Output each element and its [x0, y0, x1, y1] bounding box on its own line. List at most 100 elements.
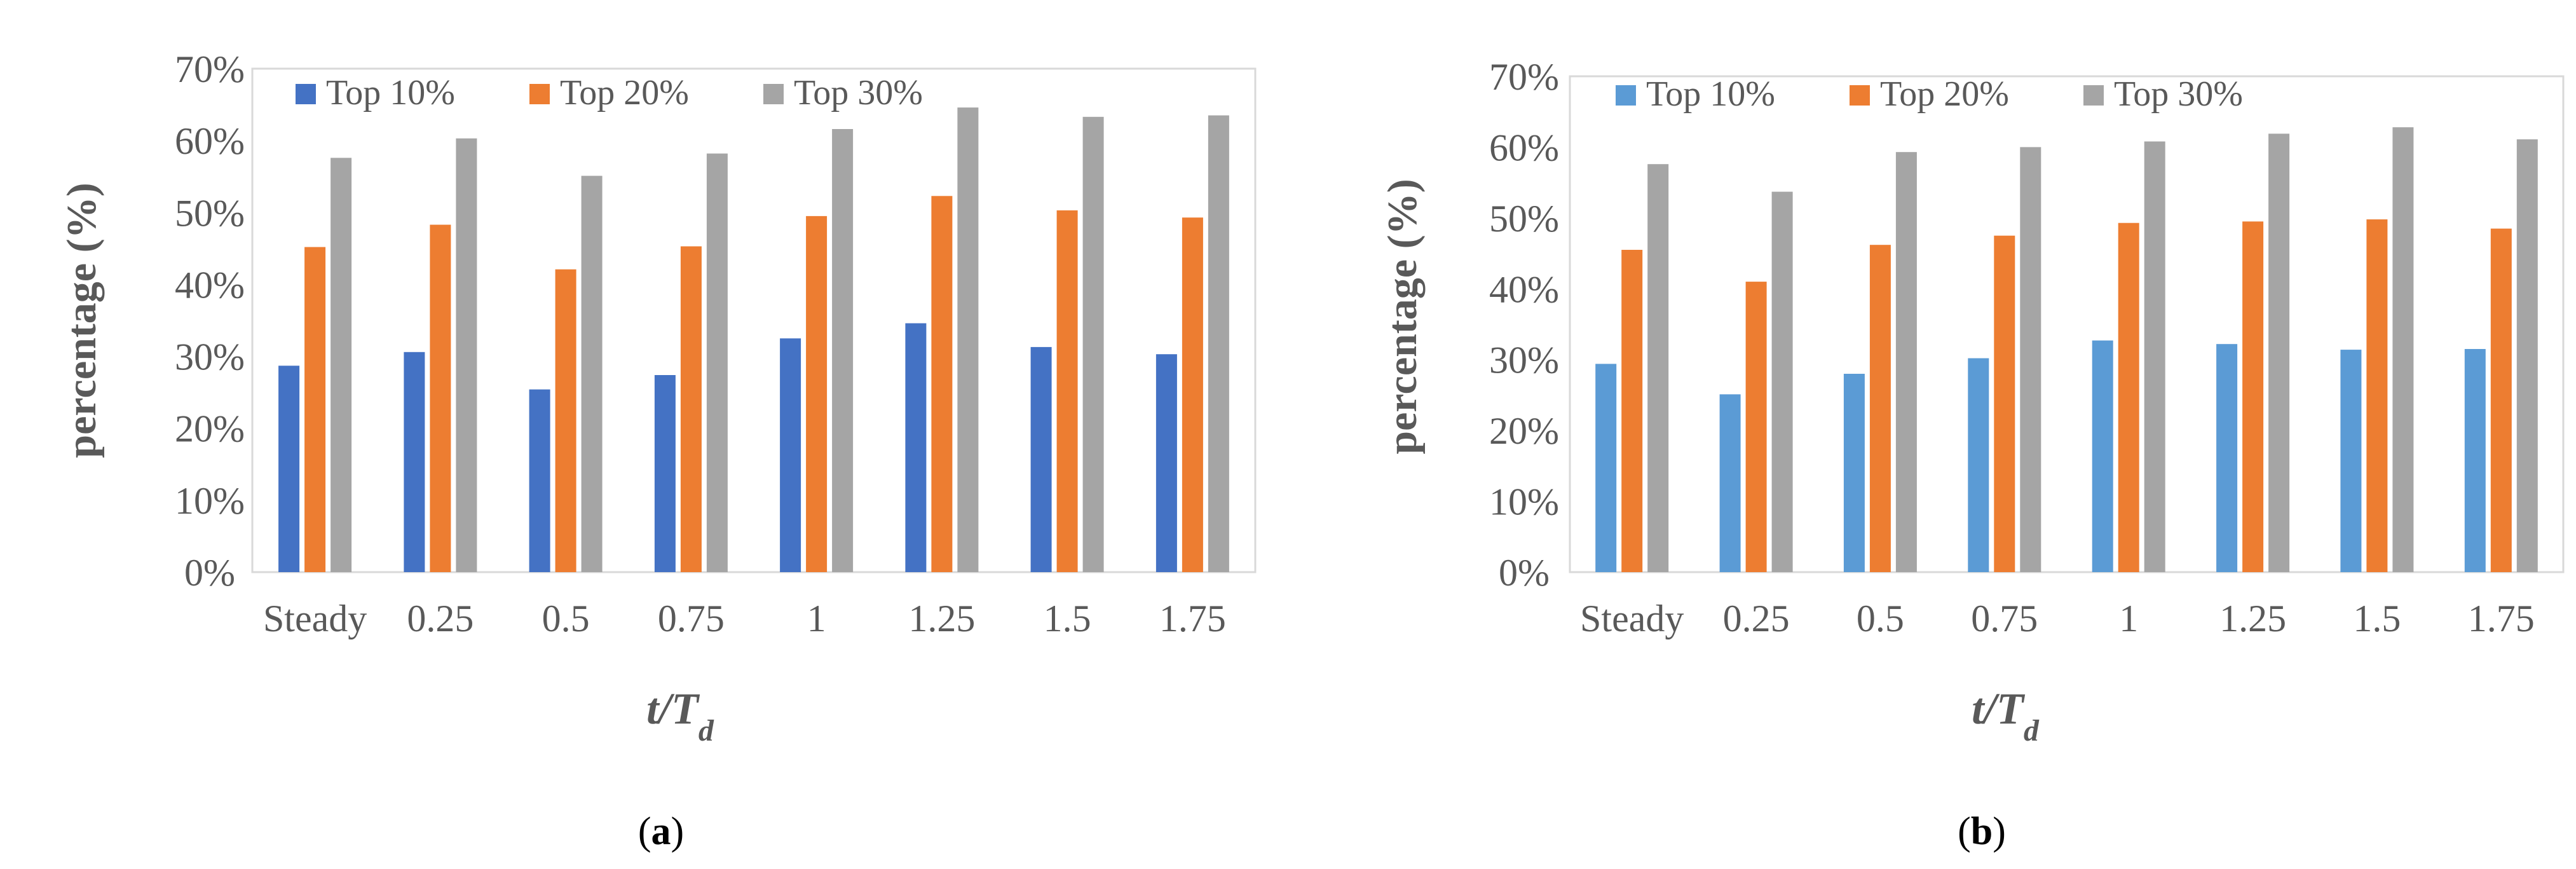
y-tick-label: 20% [175, 408, 245, 450]
panel-a: 0% 10% 20% 30% 40% 50% 60% 70% Steady 0.25 0.5 0.7… [58, 48, 1257, 853]
bar-top-10--1 [2092, 340, 2113, 572]
bar-top-30--steady [331, 158, 352, 573]
bar-top-10--0-75 [654, 375, 676, 572]
x-tick-label: Steady [1580, 598, 1684, 640]
x-tick-label: 0.5 [542, 598, 590, 640]
x-tick-label: 1.75 [1159, 598, 1226, 640]
bar-top-20--0-75 [680, 246, 702, 572]
bars [1595, 127, 2538, 573]
legend: Top 10% Top 20% Top 30% [296, 73, 923, 113]
bar-top-30--1 [2144, 141, 2165, 572]
legend-label: Top 30% [2114, 74, 2243, 114]
plot-frame [251, 67, 1257, 573]
panel-caption: (b) [1958, 810, 2006, 853]
x-tick-label: Steady [263, 598, 367, 640]
bar-top-30--1 [832, 129, 854, 572]
x-tick-label: 0.25 [407, 598, 474, 640]
x-tick-label: 1 [807, 598, 826, 640]
legend-label: Top 20% [1880, 74, 2009, 114]
y-tick-label: 20% [1489, 410, 1559, 452]
y-tick-label: 70% [1489, 56, 1559, 98]
plot-frame [1569, 75, 2565, 573]
bar-top-20--steady [304, 247, 326, 572]
x-axis-label: t/Td [646, 685, 714, 748]
bar-top-30--0-75 [2020, 147, 2041, 572]
y-tick-label: 0% [184, 552, 235, 594]
y-tick-label: 40% [1489, 268, 1559, 310]
legend-swatch [2083, 85, 2104, 106]
bar-top-10--1-25 [905, 323, 927, 572]
legend-label: Top 10% [1646, 74, 1775, 114]
bar-top-20--1-75 [1182, 217, 1203, 572]
bar-top-30--0-25 [456, 138, 477, 572]
x-tick-label: 1.5 [2353, 598, 2401, 640]
bar-top-30--steady [1647, 164, 1669, 572]
bar-top-20--0-5 [555, 269, 576, 572]
bar-top-20--1 [806, 216, 828, 572]
bar-top-20--1-25 [931, 196, 953, 572]
y-tick-label: 60% [175, 120, 245, 162]
bar-top-10--0-25 [404, 352, 425, 572]
bar-top-20--1 [2118, 222, 2139, 572]
y-tick-label: 10% [1489, 481, 1559, 523]
panel-caption: (a) [638, 810, 684, 853]
bar-top-20--0-75 [1994, 235, 2015, 572]
x-tick-label: 0.25 [1723, 598, 1790, 640]
bar-top-30--1-75 [2516, 139, 2538, 572]
y-tick-label: 50% [1489, 198, 1559, 240]
y-tick-label: 0% [1499, 552, 1550, 594]
y-tick-label: 40% [175, 264, 245, 306]
x-tick-label: 1.25 [908, 598, 975, 640]
legend-swatch [529, 84, 550, 104]
bar-top-10--1 [780, 338, 801, 572]
legend-label: Top 20% [560, 73, 689, 113]
y-tick-label: 10% [175, 480, 245, 522]
legend: Top 10% Top 20% Top 30% [1616, 74, 2243, 114]
y-tick-labels: 0% 10% 20% 30% 40% 50% 60% 70% [175, 48, 245, 594]
bar-top-20--steady [1621, 250, 1643, 572]
panel-b: 0% 10% 20% 30% 40% 50% 60% 70% Steady 0.25 0.5 0.7… [1379, 56, 2565, 853]
x-tick-label: 1 [2119, 598, 2138, 640]
y-tick-label: 50% [175, 192, 245, 234]
bar-top-10--steady [278, 366, 300, 572]
x-tick-label: 1.5 [1044, 598, 1091, 640]
bar-top-20--0-25 [1745, 282, 1767, 572]
bar-top-30--1-5 [2392, 127, 2414, 572]
bars [278, 107, 1229, 573]
legend-swatch [296, 84, 316, 104]
bar-top-10--1-25 [2216, 344, 2238, 572]
y-axis-label: percentage (%) [58, 182, 105, 458]
bar-top-10--steady [1595, 364, 1617, 572]
x-tick-label: 0.5 [1857, 598, 1904, 640]
bar-top-20--1-75 [2490, 228, 2512, 573]
bar-top-10--0-75 [1968, 358, 1989, 572]
legend-label: Top 30% [794, 73, 923, 113]
bar-top-20--0-25 [430, 224, 451, 572]
bar-top-10--1-75 [1155, 354, 1177, 572]
bar-top-30--0-5 [581, 175, 603, 573]
legend-label: Top 10% [326, 73, 455, 113]
bar-top-20--1-5 [1056, 210, 1078, 572]
y-tick-labels: 0% 10% 20% 30% 40% 50% 60% 70% [1489, 56, 1559, 594]
x-tick-label: 1.75 [2468, 598, 2535, 640]
bar-top-10--1-5 [2340, 350, 2362, 572]
legend-swatch [1850, 85, 1870, 106]
legend-swatch [1616, 85, 1636, 106]
x-tick-labels: Steady 0.25 0.5 0.75 1 1.25 1.5 1.75 [1580, 598, 2535, 640]
bar-top-30--1-25 [957, 107, 979, 573]
bar-top-10--1-5 [1030, 346, 1052, 572]
bar-top-20--0-5 [1869, 245, 1891, 572]
bar-top-30--1-25 [2268, 133, 2290, 573]
bar-top-30--1-75 [1208, 115, 1229, 572]
legend-swatch [763, 84, 784, 104]
x-axis-label: t/Td [1972, 685, 2040, 748]
x-tick-label: 0.75 [1971, 598, 2038, 640]
bar-top-30--1-5 [1082, 116, 1104, 573]
bar-top-10--0-25 [1719, 394, 1741, 572]
bar-top-20--1-25 [2242, 221, 2264, 572]
x-tick-labels: Steady 0.25 0.5 0.75 1 1.25 1.5 1.75 [263, 598, 1226, 640]
bar-top-10--1-75 [2464, 349, 2486, 572]
y-tick-label: 60% [1489, 127, 1559, 168]
bar-top-20--1-5 [2366, 219, 2388, 573]
